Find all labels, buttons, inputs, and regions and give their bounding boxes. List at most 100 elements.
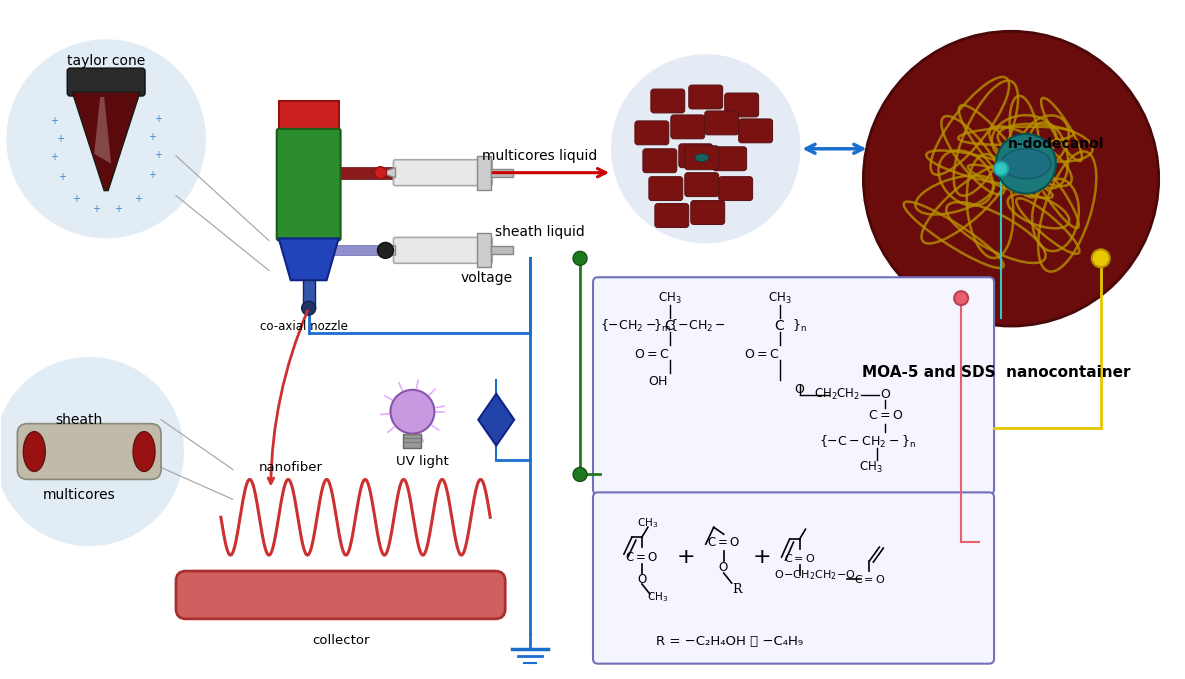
Polygon shape [94, 97, 111, 164]
Circle shape [574, 467, 587, 481]
Text: taylor cone: taylor cone [68, 54, 146, 68]
FancyBboxPatch shape [651, 89, 685, 113]
Bar [302, 280, 315, 308]
Text: $\mathregular{O}$: $\mathregular{O}$ [718, 561, 729, 574]
Bar [315, 167, 396, 179]
FancyBboxPatch shape [688, 85, 723, 109]
Text: +: + [50, 116, 58, 126]
Text: multicores liquid: multicores liquid [482, 149, 597, 163]
Text: $\mathregular{O=C}$: $\mathregular{O=C}$ [634, 348, 670, 361]
Bar [478, 234, 492, 268]
Polygon shape [72, 92, 140, 191]
Circle shape [611, 54, 801, 243]
Circle shape [374, 167, 386, 179]
Text: +: + [72, 194, 81, 204]
FancyBboxPatch shape [685, 146, 719, 170]
FancyBboxPatch shape [643, 149, 677, 172]
Text: MOA-5 and SDS  nanocontainer: MOA-5 and SDS nanocontainer [861, 365, 1130, 380]
Circle shape [574, 251, 587, 265]
Text: +: + [92, 204, 101, 213]
Text: sheath liquid: sheath liquid [495, 225, 585, 240]
Circle shape [391, 390, 435, 434]
Text: sheath: sheath [56, 413, 103, 426]
Text: +: + [154, 114, 162, 124]
FancyBboxPatch shape [68, 68, 145, 96]
Text: $\mathregular{C=O}$: $\mathregular{C=O}$ [783, 552, 815, 564]
Polygon shape [278, 238, 339, 280]
Circle shape [302, 301, 315, 315]
FancyBboxPatch shape [592, 277, 994, 494]
Text: $\mathregular{\{-C-CH_2-\}_n}$: $\mathregular{\{-C-CH_2-\}_n}$ [819, 433, 916, 449]
Ellipse shape [1001, 149, 1051, 179]
Text: +: + [58, 172, 66, 182]
Text: $\mathregular{\}_m\{-CH_2-}$: $\mathregular{\}_m\{-CH_2-}$ [653, 318, 726, 334]
Text: $\mathregular{OH}$: $\mathregular{OH}$ [648, 375, 668, 388]
FancyBboxPatch shape [685, 172, 719, 197]
FancyBboxPatch shape [712, 147, 747, 170]
Bar [403, 434, 422, 447]
FancyBboxPatch shape [691, 200, 725, 225]
Bar [315, 245, 396, 255]
FancyBboxPatch shape [725, 93, 758, 117]
Text: $\mathregular{CH_3}$: $\mathregular{CH_3}$ [768, 291, 792, 306]
Circle shape [954, 291, 968, 305]
Text: $\mathregular{R}$: $\mathregular{R}$ [732, 582, 743, 596]
Text: $\mathregular{C}$: $\mathregular{C}$ [774, 319, 784, 333]
Text: voltage: voltage [460, 271, 512, 285]
Text: +: + [148, 132, 156, 142]
Bar [492, 246, 513, 255]
Text: +: + [56, 134, 64, 144]
Ellipse shape [133, 432, 155, 471]
Circle shape [997, 134, 1056, 194]
Text: R = −C₂H₄OH ， −C₄H₉: R = −C₂H₄OH ， −C₄H₉ [656, 636, 803, 648]
Text: +: + [148, 170, 156, 180]
FancyBboxPatch shape [679, 144, 712, 168]
FancyBboxPatch shape [393, 160, 492, 185]
Bar [492, 168, 513, 177]
Text: $\mathregular{CH_2CH_2}$: $\mathregular{CH_2CH_2}$ [814, 387, 860, 403]
Text: $\mathregular{\{-CH_2-}$: $\mathregular{\{-CH_2-}$ [600, 318, 656, 334]
Text: $\mathregular{CH_3}$: $\mathregular{CH_3}$ [638, 516, 659, 530]
Circle shape [994, 162, 1008, 176]
Text: $\mathregular{O}$: $\mathregular{O}$ [879, 388, 891, 401]
Text: $\mathregular{C=O}$: $\mathregular{C=O}$ [853, 573, 885, 585]
FancyBboxPatch shape [738, 119, 773, 143]
Text: $\mathregular{O}$: $\mathregular{O}$ [636, 572, 647, 585]
Text: $\mathregular{\}_n}$: $\mathregular{\}_n}$ [792, 318, 807, 334]
Polygon shape [479, 394, 514, 445]
Text: $\mathregular{C}$: $\mathregular{C}$ [665, 319, 675, 333]
Text: multicores: multicores [43, 488, 116, 502]
FancyBboxPatch shape [177, 571, 505, 619]
FancyBboxPatch shape [635, 121, 668, 145]
FancyBboxPatch shape [671, 115, 705, 139]
Circle shape [864, 31, 1159, 326]
Circle shape [0, 357, 184, 546]
Text: nanofiber: nanofiber [258, 461, 322, 474]
Text: $\mathregular{O\!-\!CH_2CH_2\!-\!O}$: $\mathregular{O\!-\!CH_2CH_2\!-\!O}$ [775, 568, 857, 582]
Bar [478, 155, 492, 189]
Text: +: + [50, 151, 58, 162]
FancyBboxPatch shape [393, 238, 492, 263]
Polygon shape [380, 168, 396, 178]
Circle shape [6, 39, 206, 238]
Text: $\mathregular{C=O}$: $\mathregular{C=O}$ [626, 551, 659, 564]
Text: n-dodecanol: n-dodecanol [1007, 136, 1104, 151]
FancyBboxPatch shape [18, 424, 161, 479]
Text: UV light: UV light [396, 455, 449, 468]
Ellipse shape [694, 153, 709, 162]
Text: collector: collector [312, 634, 370, 647]
FancyBboxPatch shape [705, 111, 738, 135]
Text: +: + [114, 204, 122, 213]
Text: +: + [134, 194, 142, 204]
Circle shape [378, 242, 393, 258]
Text: co-axial nozzle: co-axial nozzle [260, 320, 347, 333]
Text: $\mathregular{C=O}$: $\mathregular{C=O}$ [867, 409, 903, 422]
Text: $\mathregular{O}$: $\mathregular{O}$ [794, 383, 805, 397]
FancyBboxPatch shape [592, 492, 994, 663]
Text: +: + [154, 150, 162, 160]
FancyBboxPatch shape [649, 177, 683, 200]
FancyBboxPatch shape [719, 177, 752, 200]
Ellipse shape [24, 432, 45, 471]
FancyBboxPatch shape [655, 204, 688, 227]
Text: +: + [677, 547, 696, 567]
